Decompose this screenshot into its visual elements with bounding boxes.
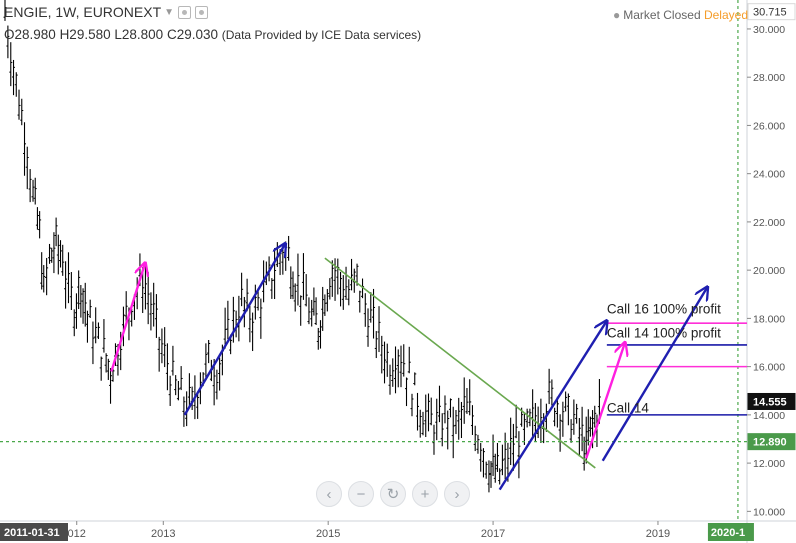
chevron-down-icon[interactable]: ▼ [164, 6, 175, 18]
market-status: ● Market Closed Delayed [613, 8, 748, 22]
close-value: C29.030 [166, 27, 218, 42]
status-dot-icon: ● [613, 8, 621, 22]
magenta-arrow [585, 343, 625, 459]
data-provider: (Data Provided by ICE Data services) [221, 28, 422, 42]
x-tick-label: 2019 [646, 528, 670, 540]
y-tick-label: 18.000 [753, 313, 785, 325]
y-tick-label: 28.000 [753, 72, 785, 84]
price-badge [747, 433, 796, 451]
y-tick-label: 20.000 [753, 265, 785, 277]
annotation-label: Call 14 100% profit [607, 326, 721, 341]
price-badge-label: 14.555 [753, 396, 787, 408]
blue-arrow [601, 287, 708, 462]
market-status-text: Market Closed [623, 8, 701, 22]
feed-status: Delayed [703, 8, 748, 22]
scroll-left-button[interactable]: ‹ [316, 481, 342, 507]
reset-button[interactable]: ↻ [380, 481, 406, 507]
y-tick-label: 14.000 [753, 410, 785, 422]
price-badge-label: 12.890 [753, 437, 787, 449]
time-badge-label: 2011-01-31 [4, 527, 60, 539]
y-tick-label: 10.000 [753, 506, 785, 518]
y-tick-label: 30.000 [753, 24, 785, 36]
scroll-right-button[interactable]: › [444, 481, 470, 507]
time-badge-label: 2020-1 [711, 527, 745, 539]
price-badge [747, 392, 796, 410]
blue-arrow [498, 321, 607, 491]
zoom-in-button[interactable]: + [412, 481, 438, 507]
price-bars [3, 0, 601, 493]
y-tick-label: 24.000 [753, 169, 785, 181]
x-tick-label: 2015 [316, 528, 340, 540]
x-tick-label: 012 [68, 528, 86, 540]
chart-header: ENGIE, 1W, EURONEXT ▼ [4, 4, 209, 20]
price-badge-label: 30.715 [753, 7, 787, 19]
ohlc-legend: O28.980 H29.580 L28.800 C29.030 (Data Pr… [4, 27, 421, 42]
price-badge [747, 3, 796, 21]
open-value: O28.980 [4, 27, 56, 42]
zoom-out-button[interactable]: − [348, 481, 374, 507]
close-icon[interactable] [195, 5, 209, 19]
gear-icon[interactable] [178, 5, 192, 19]
x-tick-label: 2017 [481, 528, 505, 540]
x-tick-label: 2013 [151, 528, 175, 540]
y-tick-label: 12.000 [753, 458, 785, 470]
y-tick-label: 26.000 [753, 120, 785, 132]
magenta-arrow [110, 263, 145, 372]
time-badge [707, 523, 754, 541]
time-badge [0, 523, 68, 541]
trendline [324, 257, 596, 469]
high-value: H29.580 [59, 27, 111, 42]
navigation-buttons: ‹ − ↻ + › [316, 481, 470, 507]
annotation-label: Call 14 [607, 400, 650, 415]
annotation-label: Call 16 100% profit [607, 302, 721, 317]
low-value: L28.800 [114, 27, 164, 42]
y-tick-label: 16.000 [753, 362, 785, 374]
y-tick-label: 22.000 [753, 217, 785, 229]
symbol-title[interactable]: ENGIE, 1W, EURONEXT [4, 4, 162, 20]
blue-arrow [183, 244, 286, 416]
